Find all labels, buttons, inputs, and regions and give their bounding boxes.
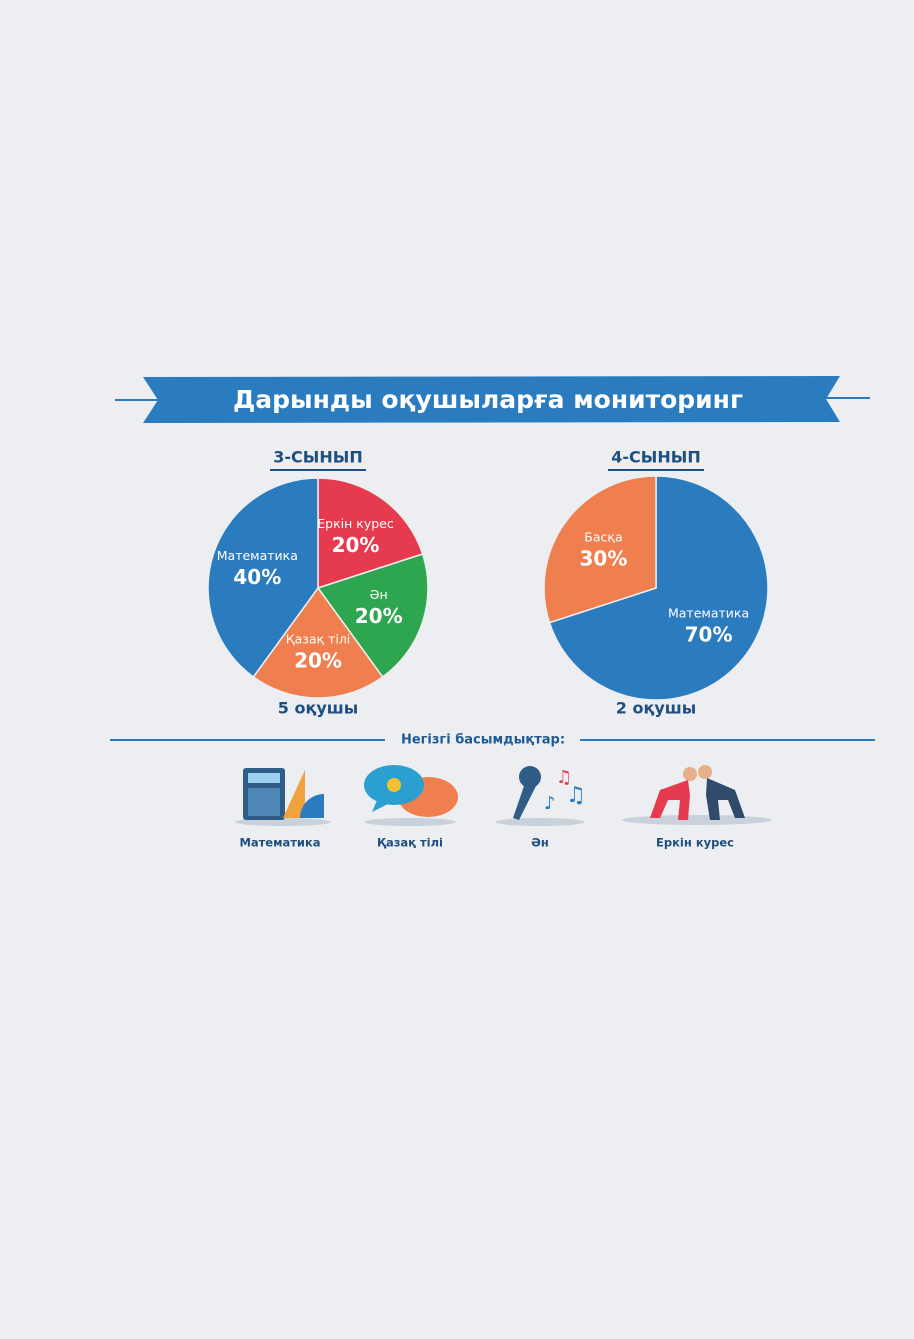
priorities-title: Негізгі басымдықтар: bbox=[401, 733, 565, 748]
slice-value: 30% bbox=[580, 546, 628, 570]
priority-label: Математика bbox=[239, 836, 320, 850]
pie-slice bbox=[207, 477, 319, 679]
slice-label: Математика bbox=[668, 606, 749, 621]
wrestling-icon bbox=[622, 765, 772, 825]
slice-value: 70% bbox=[685, 623, 733, 647]
slice-label: Ән bbox=[370, 587, 388, 602]
banner bbox=[143, 376, 840, 423]
pie-title: 4-СЫНЫП bbox=[611, 448, 700, 467]
slice-value: 40% bbox=[233, 565, 281, 589]
priority-label: Еркін курес bbox=[656, 836, 734, 850]
pies: 3-СЫНЫП 5 оқушы Еркін курес 20% Ән 20% Қазақ т… bbox=[207, 448, 769, 718]
page-title: Дарынды оқушыларға мониторинг bbox=[233, 385, 743, 414]
priority-label: Қазақ тілі bbox=[377, 836, 443, 850]
slice-label: Қазақ тілі bbox=[286, 631, 351, 646]
pie-slice bbox=[548, 475, 769, 701]
priority-label: Ән bbox=[531, 836, 549, 850]
pie-slice bbox=[316, 553, 429, 679]
pie-note: 2 оқушы bbox=[616, 699, 696, 718]
song-icon: ♫ ♪ ♫ bbox=[495, 766, 586, 826]
svg-text:♫: ♫ bbox=[566, 783, 586, 808]
pie-slice bbox=[317, 477, 424, 590]
language-icon bbox=[364, 765, 458, 826]
math-icon bbox=[235, 768, 331, 826]
slice-value: 20% bbox=[332, 533, 380, 557]
slice-label: Еркін курес bbox=[317, 516, 394, 531]
pie-slice bbox=[252, 586, 384, 699]
priorities: Математика Қазақ тілі Ән Еркін курес bbox=[239, 836, 734, 850]
svg-text:♫: ♫ bbox=[556, 767, 572, 788]
slice-value: 20% bbox=[355, 604, 403, 628]
pie-slice bbox=[543, 475, 657, 624]
slice-label: Басқа bbox=[584, 529, 622, 544]
svg-text:♪: ♪ bbox=[544, 793, 556, 814]
pie-note: 5 оқушы bbox=[278, 699, 358, 718]
pie-title: 3-СЫНЫП bbox=[273, 448, 362, 467]
slice-label: Математика bbox=[217, 548, 298, 563]
slice-value: 20% bbox=[294, 648, 342, 672]
